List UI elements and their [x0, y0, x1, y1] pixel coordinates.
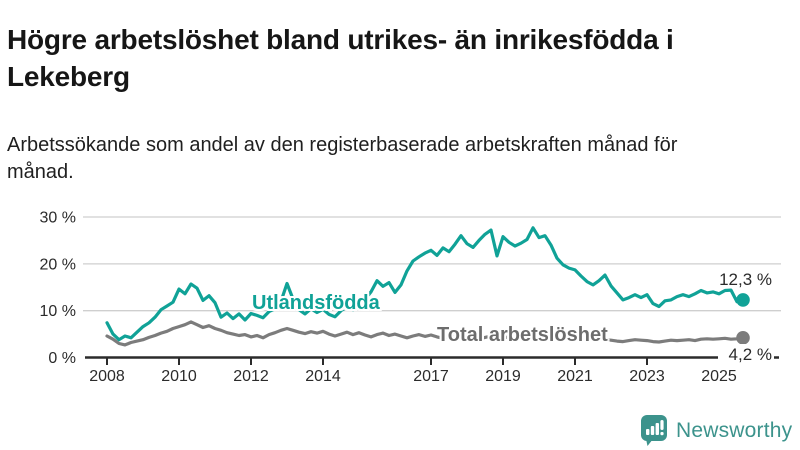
y-tick-label-10: 10 % — [40, 303, 76, 320]
end-value-utlandsfodda: 12,3 % — [719, 270, 772, 289]
x-tick-label-2010: 2010 — [161, 368, 197, 385]
series-line-utlandsf-dda — [105, 226, 745, 342]
series-label-utlandsfodda: Utlandsfödda — [252, 292, 380, 314]
chart-subtitle: Arbetssökande som andel av den registerb… — [7, 134, 678, 183]
end-value-total: 4,2 % — [718, 344, 774, 366]
end-dot-total-arbetsl-shet — [736, 331, 750, 345]
chart-title: Högre arbetslöshet bland utrikes- än inr… — [7, 23, 674, 92]
x-tick-label-2014: 2014 — [305, 368, 341, 385]
y-tick-label-20: 20 % — [40, 256, 76, 273]
y-tick-label-0: 0 % — [48, 350, 76, 367]
newsworthy-logo-icon — [641, 415, 667, 446]
newsworthy-branding: Newsworthy — [640, 414, 792, 447]
x-tick-label-2021: 2021 — [557, 368, 593, 385]
x-tick-label-2025: 2025 — [701, 368, 737, 385]
series-label-total-arbetsloshet: Total arbetslöshet — [437, 324, 608, 346]
x-tick-label-2023: 2023 — [629, 368, 665, 385]
x-tick-label-2017: 2017 — [413, 368, 449, 385]
newsworthy-wordmark: Newsworthy — [676, 418, 793, 442]
end-dot-utlandsf-dda — [736, 293, 750, 307]
x-tick-label-2012: 2012 — [233, 368, 269, 385]
line-chart: 0 % 10 % 20 % 30 % 2008 2010 2012 2014 2017 2019 2… — [40, 210, 781, 385]
x-tick-label-2019: 2019 — [485, 368, 521, 385]
series-line-total-arbetsl-shet — [105, 320, 745, 347]
x-tick-label-2008: 2008 — [89, 368, 125, 385]
y-tick-label-30: 30 % — [40, 210, 76, 227]
